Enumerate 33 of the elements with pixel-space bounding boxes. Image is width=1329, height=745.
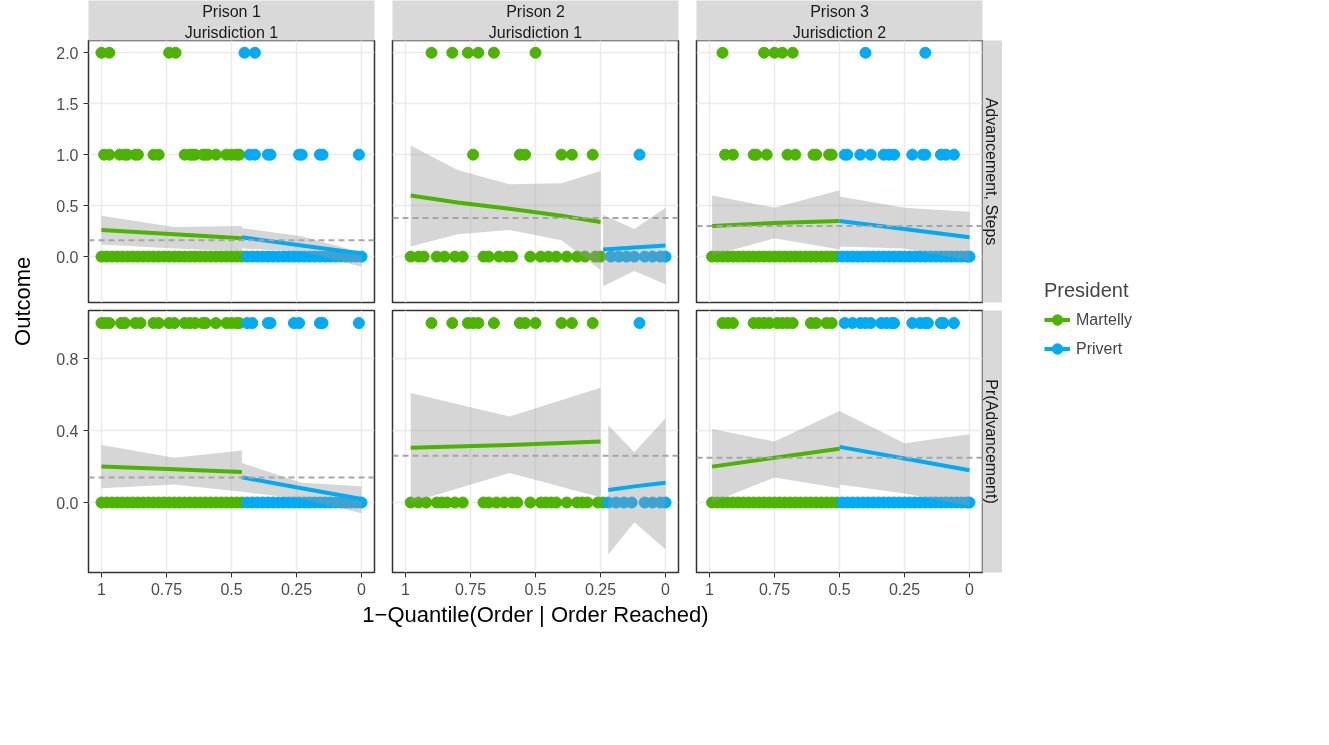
x-tick-label: 0.75 [150, 580, 183, 598]
y-tick-label: 2.0 [56, 44, 79, 62]
y-tick-label: 1.0 [56, 146, 79, 164]
legend-label: Martelly [1076, 310, 1133, 329]
x-tick-label: 0 [661, 580, 671, 598]
x-tick-label: 0.5 [828, 580, 851, 598]
x-tick-label: 0.75 [454, 580, 487, 598]
y-tick-label: 0.0 [56, 248, 79, 266]
chart-title: Prison 3 Jurisdiction 2 [792, 3, 887, 41]
y-tick-label: 0.0 [56, 494, 79, 512]
x-tick-label: 0.25 [280, 580, 313, 598]
y2-axis-title: Pr(Advancement) [982, 379, 1000, 504]
x-tick-label: 0.25 [584, 580, 617, 598]
x-tick-label: 0.75 [758, 580, 791, 598]
y-tick-label: 0.8 [56, 350, 79, 368]
x-tick-label: 1 [97, 580, 107, 598]
y-tick-label: 0.4 [56, 422, 79, 440]
x-tick-label: 1 [401, 580, 411, 598]
chart-title: Prison 1 Jurisdiction 1 [184, 3, 279, 41]
x-axis-title: 1−Quantile(Order | Order Reached) [362, 602, 709, 627]
x-tick-label: 0.5 [524, 580, 547, 598]
x-tick-label: 0 [357, 580, 367, 598]
x-tick-label: 0.25 [888, 580, 921, 598]
x-tick-label: 1 [705, 580, 715, 598]
y2-axis-title: Advancement, Steps [982, 97, 1000, 246]
legend-title: President [1044, 278, 1130, 302]
legend-label: Privert [1076, 339, 1123, 358]
y-axis-title: Outcome [9, 256, 35, 346]
y-tick-label: 0.5 [56, 197, 79, 215]
x-tick-label: 0 [965, 580, 975, 598]
chart-title: Prison 2 Jurisdiction 1 [488, 3, 583, 41]
x-tick-label: 0.5 [220, 580, 243, 598]
y-tick-label: 1.5 [56, 95, 79, 113]
